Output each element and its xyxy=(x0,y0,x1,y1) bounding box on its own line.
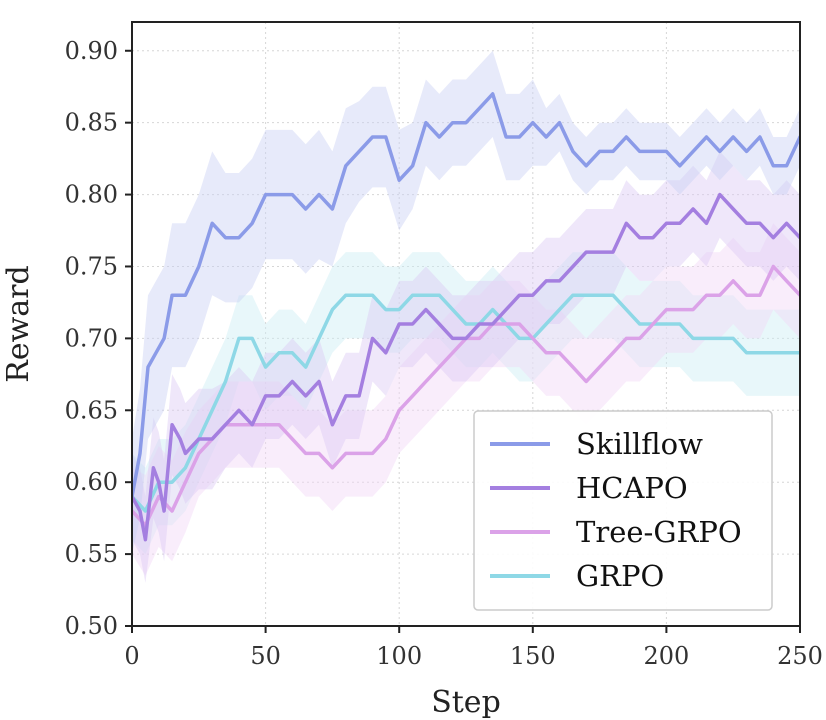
x-axis-ticks: 0 50 100 150 200 250 xyxy=(124,626,823,670)
y-tick-label: 0.50 xyxy=(65,612,118,640)
x-tick-label: 50 xyxy=(250,642,281,670)
x-tick-label: 100 xyxy=(376,642,422,670)
y-axis-title: Reward xyxy=(1,265,36,382)
y-tick-label: 0.90 xyxy=(65,37,118,65)
legend: Skillflow HCAPO Tree-GRPO GRPO xyxy=(473,410,773,611)
y-tick-label: 0.75 xyxy=(65,252,118,280)
x-tick-label: 250 xyxy=(777,642,823,670)
legend-label: HCAPO xyxy=(576,471,688,505)
x-tick-label: 0 xyxy=(124,642,139,670)
legend-label: GRPO xyxy=(576,559,664,593)
line-skillflow xyxy=(132,92,800,499)
confidence-bands xyxy=(132,50,800,583)
x-tick-label: 200 xyxy=(643,642,689,670)
band-hcapo xyxy=(132,151,800,583)
y-tick-label: 0.85 xyxy=(65,109,118,137)
series-lines xyxy=(132,92,800,542)
line-grpo xyxy=(132,293,800,513)
y-tick-label: 0.70 xyxy=(65,324,118,352)
y-axis-ticks: 0.50 0.55 0.60 0.65 0.70 0.75 0.80 0.85 0.90 xyxy=(65,37,132,640)
y-tick-label: 0.60 xyxy=(65,468,118,496)
x-axis-title: Step xyxy=(431,685,501,720)
band-skillflow xyxy=(132,50,800,555)
x-tick-label: 150 xyxy=(510,642,556,670)
legend-label: Tree-GRPO xyxy=(576,515,742,549)
y-tick-label: 0.55 xyxy=(65,540,118,568)
y-tick-label: 0.80 xyxy=(65,181,118,209)
legend-label: Skillflow xyxy=(576,427,703,461)
plot-frame xyxy=(131,21,801,627)
legend-box xyxy=(473,410,773,611)
line-hcapo xyxy=(132,192,800,542)
y-tick-label: 0.65 xyxy=(65,396,118,424)
band-tree-grpo xyxy=(132,223,800,576)
band-grpo xyxy=(132,252,800,555)
